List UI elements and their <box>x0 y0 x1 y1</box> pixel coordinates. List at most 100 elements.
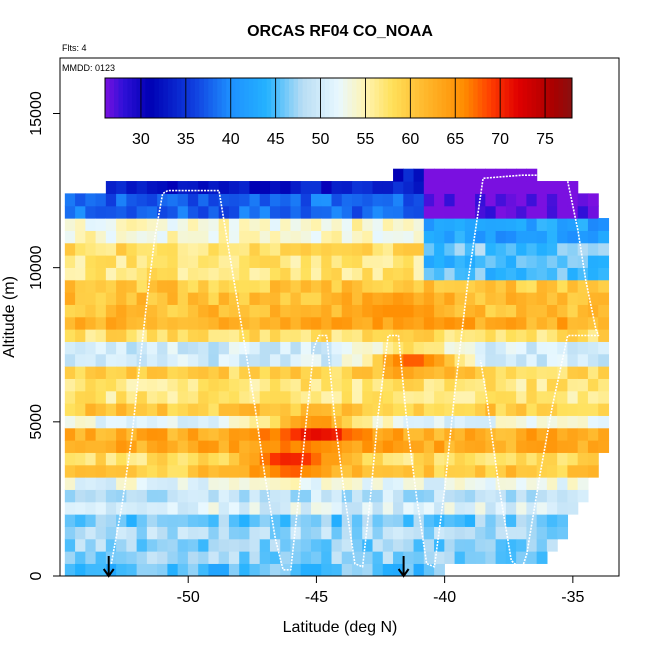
heatmap-cell <box>341 341 353 355</box>
heatmap-cell <box>557 464 569 478</box>
heatmap-cell <box>167 353 179 367</box>
colorbar-swatch <box>432 78 438 118</box>
heatmap-cell <box>393 501 404 515</box>
heatmap-cell <box>475 329 486 342</box>
heatmap-cell <box>75 440 86 453</box>
heatmap-cell <box>321 501 333 515</box>
heatmap-cell <box>526 304 538 318</box>
heatmap-cell <box>557 267 569 281</box>
heatmap-cell <box>249 551 261 564</box>
heatmap-cell <box>157 563 168 577</box>
heatmap-cell <box>259 292 271 305</box>
heatmap-cell <box>505 168 517 182</box>
heatmap-cell <box>557 193 569 207</box>
heatmap-cell <box>495 329 507 342</box>
heatmap-cell <box>546 279 558 293</box>
heatmap-cell <box>454 489 466 503</box>
heatmap-cell <box>331 366 343 379</box>
heatmap-cell <box>85 501 97 515</box>
heatmap-cell <box>95 292 107 305</box>
heatmap-cell <box>475 218 486 231</box>
heatmap-cell <box>362 501 374 515</box>
heatmap-cell <box>434 378 445 392</box>
heatmap-cell <box>321 538 333 552</box>
heatmap-cell <box>228 477 240 490</box>
heatmap-cell <box>403 464 415 478</box>
heatmap-cell <box>393 366 404 379</box>
heatmap-cell <box>85 316 97 330</box>
heatmap-cell <box>382 403 394 416</box>
colorbar-tick-label: 30 <box>132 131 150 148</box>
heatmap-cell <box>372 292 384 305</box>
heatmap-cell <box>239 181 251 194</box>
heatmap-cell <box>546 218 558 231</box>
heatmap-cell <box>577 242 589 256</box>
heatmap-cell <box>146 341 158 355</box>
heatmap-cell <box>536 551 548 564</box>
heatmap-cell <box>228 489 240 503</box>
heatmap-cell <box>444 501 456 515</box>
heatmap-cell <box>598 427 610 441</box>
colorbar-swatch <box>383 78 389 118</box>
heatmap-cell <box>485 255 497 268</box>
heatmap-cell <box>177 427 189 441</box>
heatmap-cell <box>362 390 374 404</box>
heatmap-cell <box>157 304 168 318</box>
heatmap-cell <box>146 366 158 379</box>
heatmap-cell <box>341 267 353 281</box>
heatmap-cell <box>372 477 384 490</box>
heatmap-cell <box>228 415 240 429</box>
heatmap-cell <box>546 464 558 478</box>
heatmap-cell <box>187 378 199 392</box>
heatmap-cell <box>310 563 322 577</box>
heatmap-cell <box>321 205 333 219</box>
heatmap-cell <box>136 427 148 441</box>
heatmap-cell <box>546 181 558 194</box>
heatmap-cell <box>526 514 538 527</box>
heatmap-cell <box>290 267 302 281</box>
heatmap-cell <box>587 390 599 404</box>
heatmap-cell <box>526 279 538 293</box>
heatmap-cell <box>362 255 374 268</box>
heatmap-cell <box>95 563 107 577</box>
heatmap-cell <box>464 440 476 453</box>
heatmap-cell <box>485 514 497 527</box>
heatmap-cell <box>95 267 107 281</box>
heatmap-cell <box>105 193 117 207</box>
heatmap-cell <box>198 292 210 305</box>
heatmap-cell <box>393 489 404 503</box>
heatmap-cell <box>393 267 404 281</box>
heatmap-cell <box>372 452 384 466</box>
heatmap-cell <box>341 353 353 367</box>
heatmap-cell <box>321 279 333 293</box>
heatmap-cell <box>239 563 251 577</box>
heatmap-cell <box>331 403 343 416</box>
heatmap-cell <box>116 378 127 392</box>
heatmap-cell <box>475 427 486 441</box>
heatmap-cell <box>228 292 240 305</box>
heatmap-cell <box>341 193 353 207</box>
heatmap-cell <box>126 353 138 367</box>
heatmap-cell <box>228 378 240 392</box>
heatmap-cell <box>372 563 384 577</box>
colorbar-swatch <box>414 78 420 118</box>
heatmap-cell <box>280 193 292 207</box>
heatmap-cell <box>146 477 158 490</box>
heatmap-cell <box>280 353 292 367</box>
heatmap-cell <box>280 514 292 527</box>
heatmap-cell <box>187 390 199 404</box>
heatmap-cell <box>239 242 251 256</box>
heatmap-cell <box>382 452 394 466</box>
heatmap-cell <box>434 279 445 293</box>
heatmap-cell <box>300 316 312 330</box>
heatmap-cell <box>280 255 292 268</box>
heatmap-cell <box>208 242 220 256</box>
heatmap-cell <box>557 415 569 429</box>
heatmap-cell <box>208 267 220 281</box>
heatmap-cell <box>146 538 158 552</box>
heatmap-cell <box>95 341 107 355</box>
heatmap-cell <box>598 341 610 355</box>
heatmap-cell <box>423 538 435 552</box>
heatmap-cell <box>280 279 292 293</box>
heatmap-cell <box>228 230 240 244</box>
